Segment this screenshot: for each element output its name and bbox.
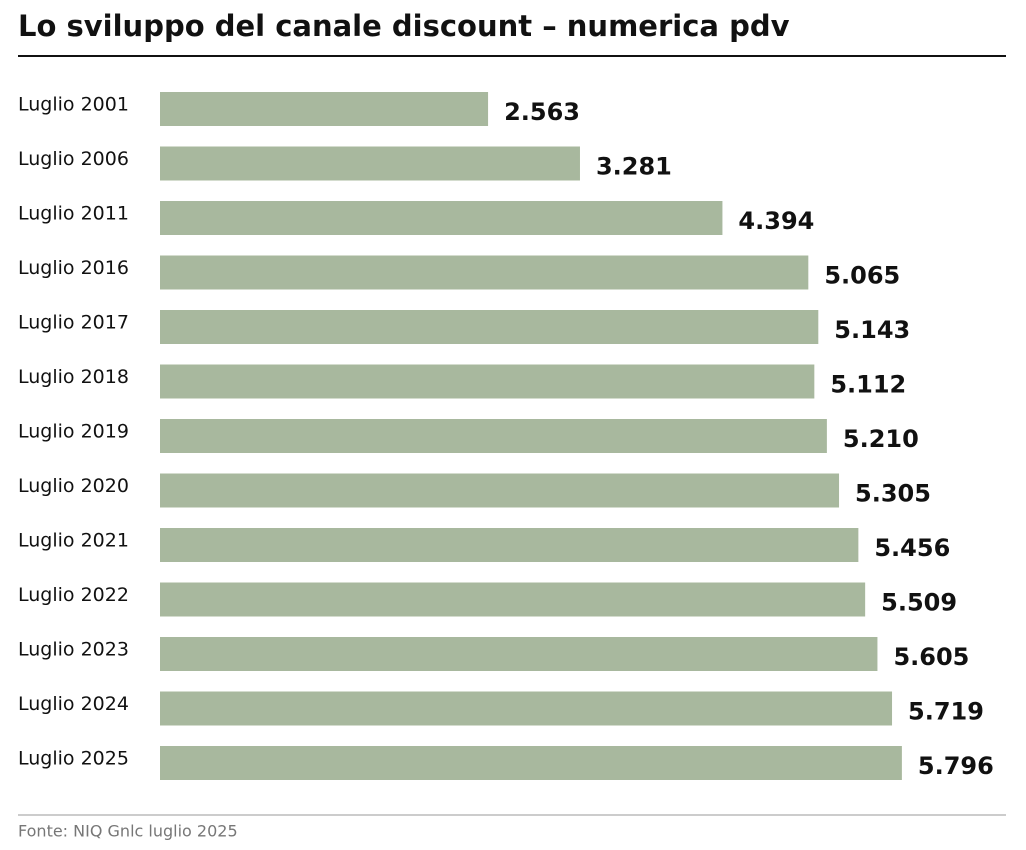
category-label: Luglio 2018 xyxy=(18,366,129,388)
chart-title: Lo sviluppo del canale discount – numeri… xyxy=(18,9,790,43)
category-label: Luglio 2024 xyxy=(18,693,129,715)
category-label: Luglio 2011 xyxy=(18,203,129,225)
category-label: Luglio 2017 xyxy=(18,312,129,334)
value-label: 5.719 xyxy=(908,698,984,726)
source: Fonte: NIQ Gnlc luglio 2025 xyxy=(18,822,238,841)
category-label: Luglio 2020 xyxy=(18,475,129,497)
value-label: 5.305 xyxy=(855,480,931,508)
category-label: Luglio 2025 xyxy=(18,748,129,770)
bar xyxy=(160,364,815,399)
bar xyxy=(160,201,723,235)
category-label: Luglio 2001 xyxy=(18,94,129,116)
value-label: 5.509 xyxy=(881,589,957,617)
bar xyxy=(160,146,580,181)
value-label: 2.563 xyxy=(504,98,580,126)
value-label: 5.210 xyxy=(843,425,919,453)
bar xyxy=(160,691,893,726)
category-label: Luglio 2006 xyxy=(18,148,129,170)
bar xyxy=(160,582,866,617)
category-label: Luglio 2022 xyxy=(18,584,129,606)
bar xyxy=(160,473,840,508)
value-label: 5.796 xyxy=(918,752,994,780)
category-label: Luglio 2023 xyxy=(18,639,129,661)
value-label: 5.605 xyxy=(893,643,969,671)
bar xyxy=(160,310,819,344)
bar xyxy=(160,92,489,126)
value-label: 5.456 xyxy=(874,534,950,562)
value-label: 5.143 xyxy=(834,316,910,344)
value-label: 4.394 xyxy=(738,207,814,235)
bar xyxy=(160,419,827,453)
value-label: 3.281 xyxy=(596,153,672,181)
category-label: Luglio 2016 xyxy=(18,257,129,279)
value-label: 5.065 xyxy=(824,262,900,290)
category-label: Luglio 2019 xyxy=(18,421,129,443)
bar xyxy=(160,528,859,562)
value-label: 5.112 xyxy=(830,371,906,399)
bar xyxy=(160,746,902,780)
bar xyxy=(160,637,878,671)
category-label: Luglio 2021 xyxy=(18,530,129,552)
bar xyxy=(160,255,809,290)
